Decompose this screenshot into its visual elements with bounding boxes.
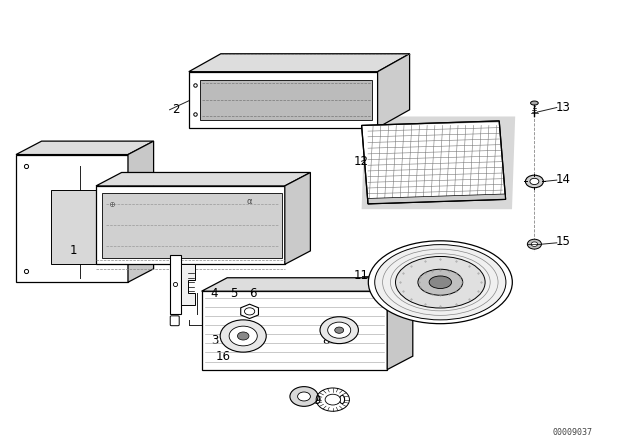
Circle shape bbox=[328, 322, 351, 338]
Polygon shape bbox=[102, 193, 282, 258]
Polygon shape bbox=[387, 278, 413, 370]
Text: 15: 15 bbox=[556, 235, 571, 249]
Text: 1: 1 bbox=[70, 244, 77, 258]
Circle shape bbox=[220, 320, 266, 352]
Polygon shape bbox=[170, 255, 181, 314]
Text: 10: 10 bbox=[332, 394, 347, 408]
Text: α: α bbox=[246, 197, 252, 206]
Ellipse shape bbox=[368, 241, 512, 323]
Circle shape bbox=[244, 308, 255, 315]
Circle shape bbox=[525, 175, 543, 188]
Ellipse shape bbox=[396, 256, 485, 308]
Polygon shape bbox=[378, 54, 410, 128]
Text: 12: 12 bbox=[354, 155, 369, 168]
Polygon shape bbox=[362, 121, 506, 204]
Polygon shape bbox=[189, 72, 378, 128]
Circle shape bbox=[325, 394, 340, 405]
Text: 13: 13 bbox=[556, 101, 571, 114]
Text: 7: 7 bbox=[227, 334, 234, 347]
Polygon shape bbox=[51, 190, 115, 264]
Circle shape bbox=[320, 317, 358, 344]
Polygon shape bbox=[96, 172, 310, 186]
Polygon shape bbox=[202, 291, 387, 370]
Polygon shape bbox=[96, 186, 285, 264]
Circle shape bbox=[531, 242, 538, 246]
Polygon shape bbox=[285, 172, 310, 264]
Polygon shape bbox=[200, 80, 372, 120]
Polygon shape bbox=[202, 278, 413, 291]
Polygon shape bbox=[189, 54, 410, 72]
Text: 14: 14 bbox=[556, 172, 571, 186]
Text: 00009037: 00009037 bbox=[553, 428, 593, 437]
Polygon shape bbox=[362, 116, 515, 209]
Text: 6: 6 bbox=[249, 287, 257, 300]
Circle shape bbox=[229, 326, 257, 346]
Circle shape bbox=[237, 332, 249, 340]
Ellipse shape bbox=[429, 276, 452, 289]
Polygon shape bbox=[128, 141, 154, 282]
Circle shape bbox=[298, 392, 310, 401]
Polygon shape bbox=[368, 194, 506, 204]
Text: 16: 16 bbox=[215, 349, 230, 363]
Ellipse shape bbox=[374, 245, 506, 320]
Text: 11: 11 bbox=[354, 269, 369, 282]
Circle shape bbox=[290, 387, 318, 406]
Text: 4: 4 bbox=[211, 287, 218, 300]
Text: 2: 2 bbox=[172, 103, 180, 116]
Text: 3: 3 bbox=[211, 334, 218, 347]
Text: 8: 8 bbox=[323, 334, 330, 347]
Circle shape bbox=[530, 178, 539, 185]
Text: 5: 5 bbox=[230, 287, 237, 300]
Text: 9: 9 bbox=[313, 394, 321, 408]
FancyBboxPatch shape bbox=[170, 316, 179, 326]
Ellipse shape bbox=[418, 269, 463, 295]
Circle shape bbox=[335, 327, 344, 333]
Circle shape bbox=[527, 239, 541, 249]
Polygon shape bbox=[181, 264, 195, 305]
Polygon shape bbox=[16, 141, 154, 155]
Ellipse shape bbox=[531, 101, 538, 105]
Polygon shape bbox=[16, 155, 128, 282]
